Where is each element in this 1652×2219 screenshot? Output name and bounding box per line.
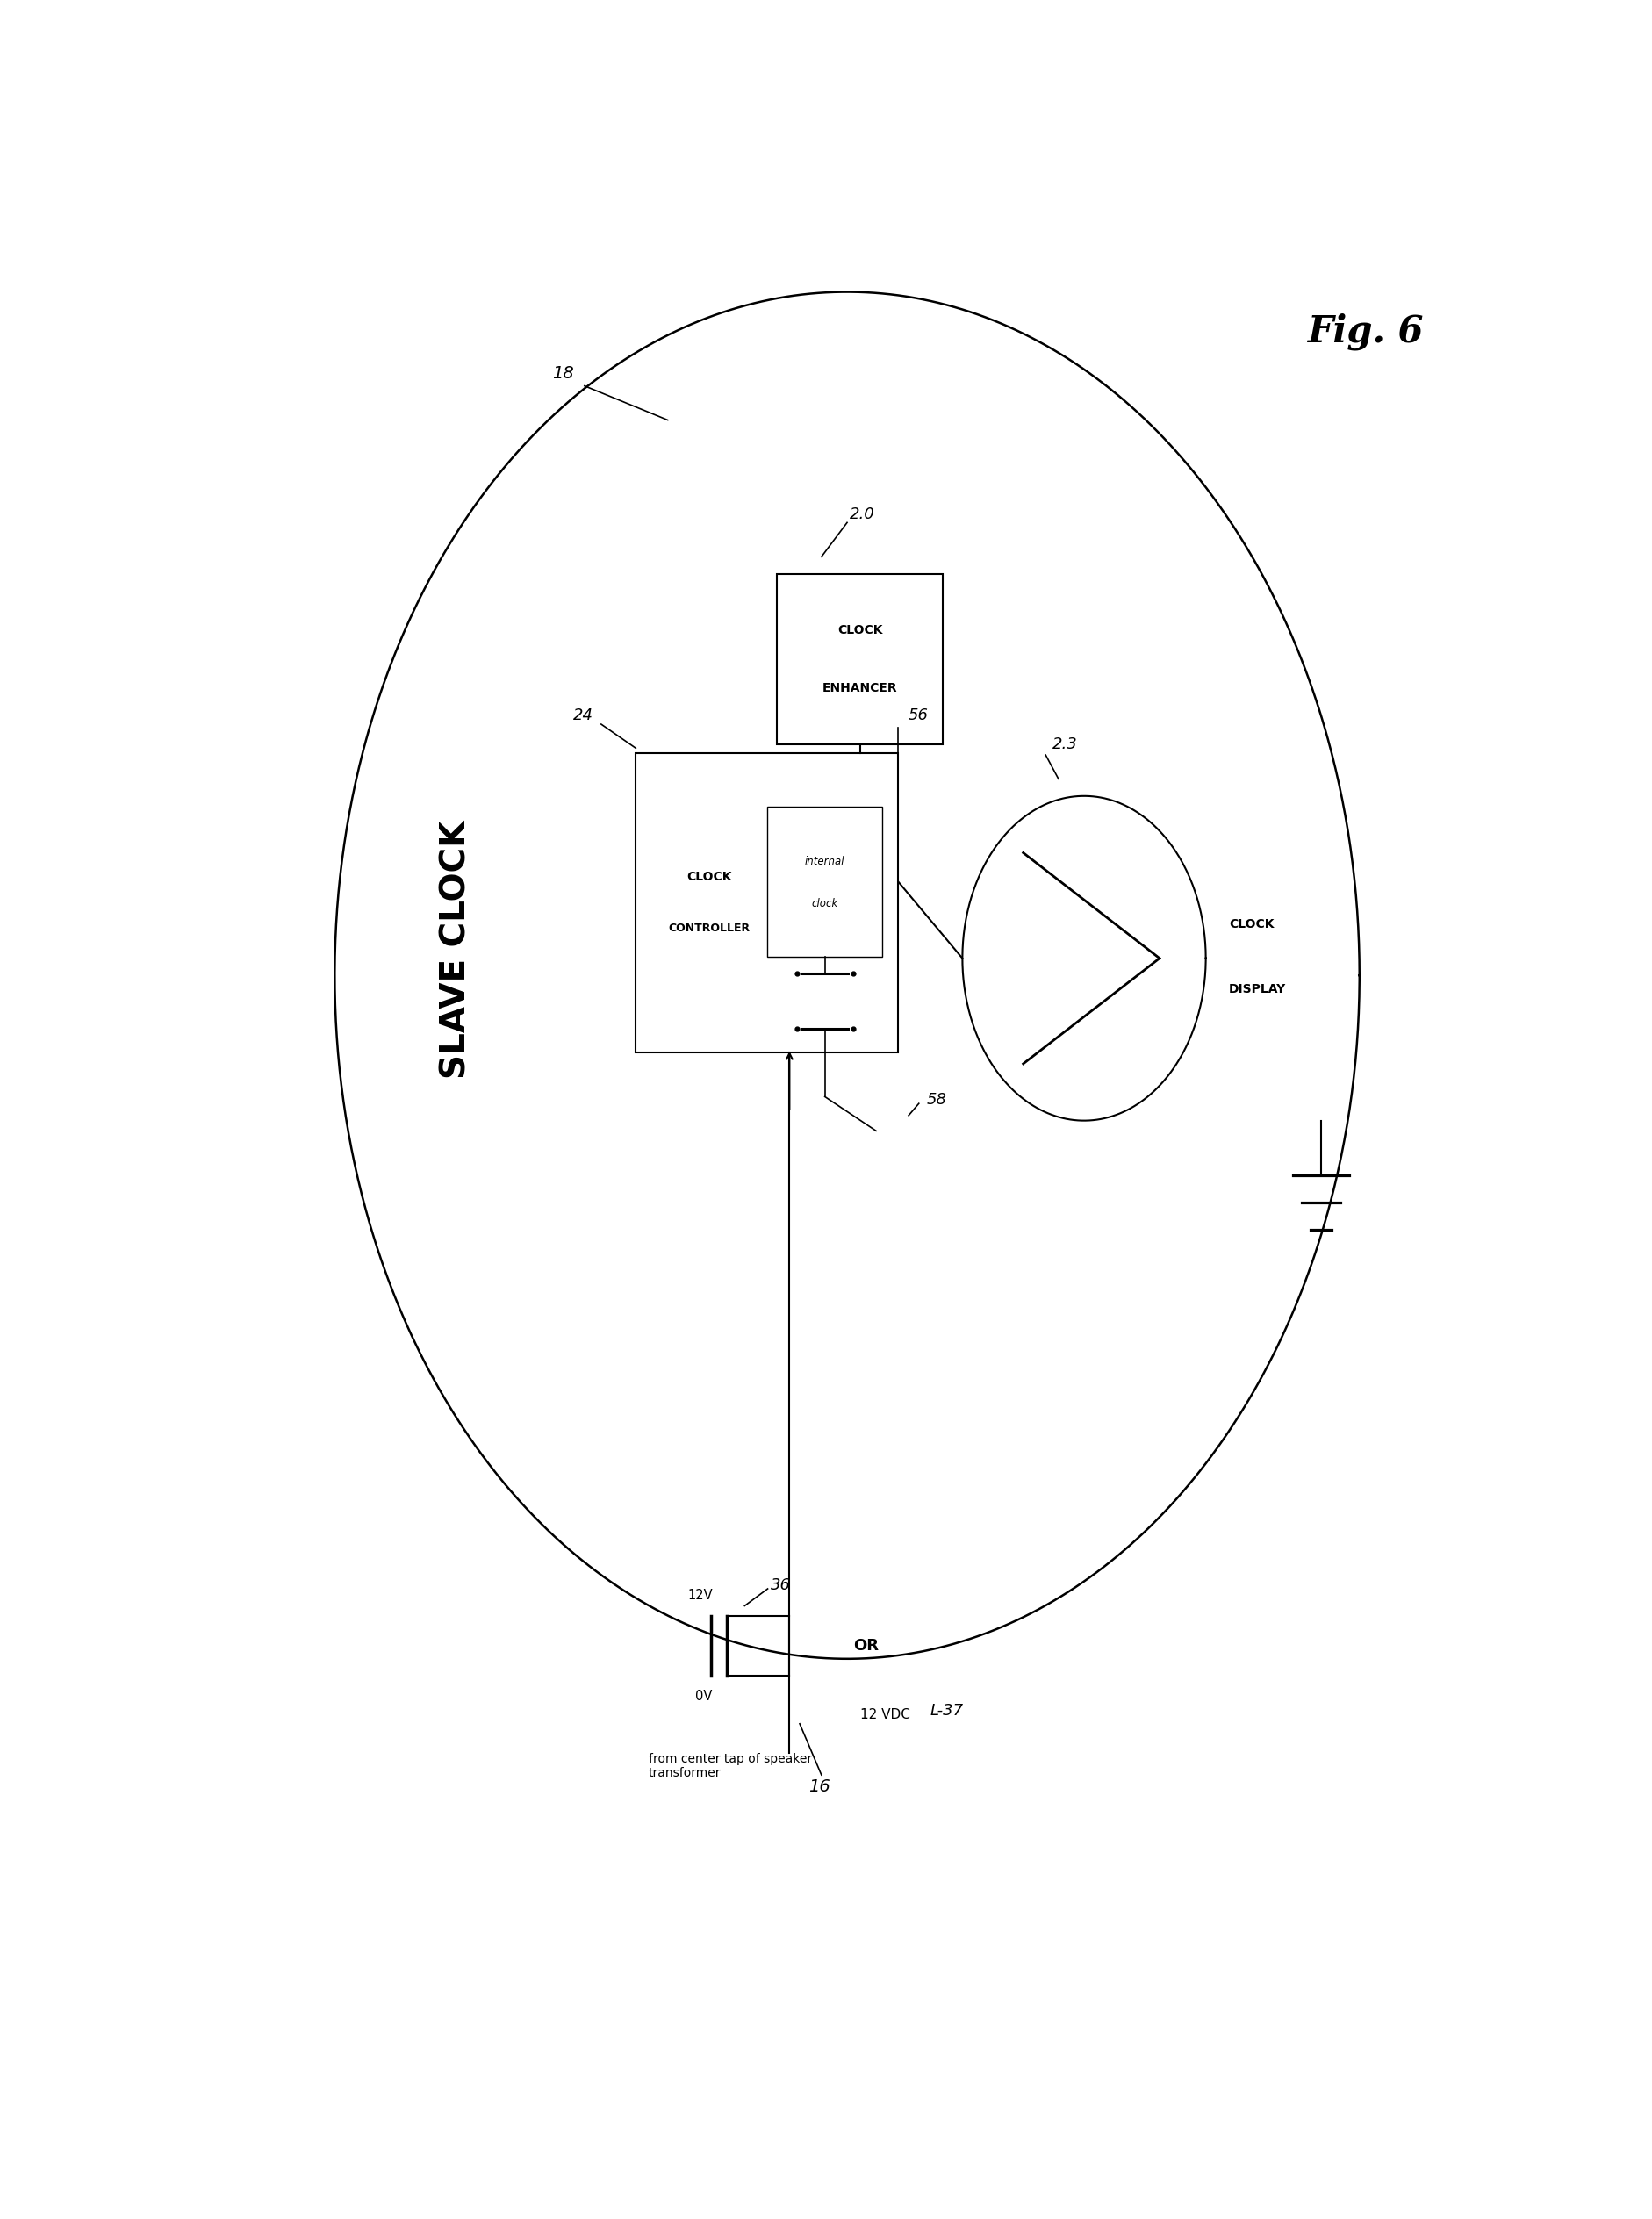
- Text: CONTROLLER: CONTROLLER: [667, 923, 750, 934]
- Text: 12 VDC: 12 VDC: [859, 1709, 909, 1722]
- Text: L-37: L-37: [930, 1702, 963, 1720]
- Text: 2.3: 2.3: [1052, 737, 1077, 752]
- Text: 16: 16: [808, 1780, 829, 1795]
- Bar: [636, 752, 899, 1052]
- Bar: [776, 575, 943, 746]
- Bar: [767, 808, 882, 956]
- Text: 18: 18: [552, 366, 573, 382]
- Text: SLAVE CLOCK: SLAVE CLOCK: [439, 821, 472, 1078]
- Text: 0V: 0V: [695, 1691, 712, 1702]
- Text: 58: 58: [927, 1092, 947, 1107]
- Text: DISPLAY: DISPLAY: [1227, 983, 1285, 994]
- Text: 2.0: 2.0: [849, 506, 874, 521]
- Text: from center tap of speaker
transformer: from center tap of speaker transformer: [648, 1753, 811, 1780]
- Text: 12V: 12V: [687, 1589, 712, 1602]
- Text: clock: clock: [811, 899, 838, 910]
- Text: 24: 24: [573, 708, 593, 723]
- Text: ENHANCER: ENHANCER: [823, 681, 897, 695]
- Text: 56: 56: [909, 708, 928, 723]
- Text: CLOCK: CLOCK: [686, 872, 732, 883]
- Text: internal: internal: [805, 857, 844, 868]
- Text: CLOCK: CLOCK: [838, 624, 882, 637]
- Text: CLOCK: CLOCK: [1227, 919, 1274, 930]
- Text: 36: 36: [770, 1578, 790, 1593]
- Text: Fig. 6: Fig. 6: [1307, 313, 1424, 351]
- Text: OR: OR: [852, 1638, 879, 1653]
